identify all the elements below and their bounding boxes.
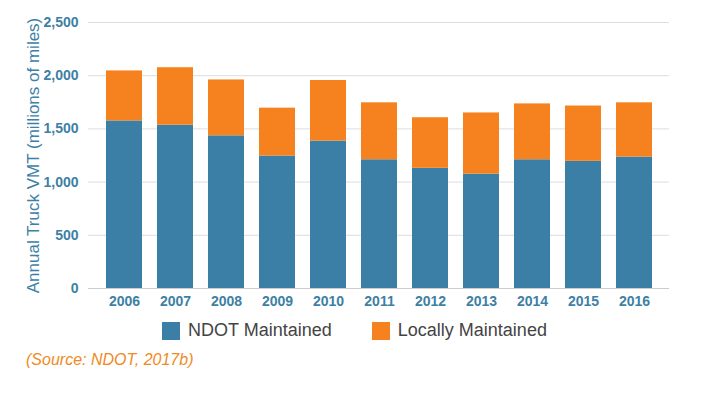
svg-text:Annual Truck VMT (millions of: Annual Truck VMT (millions of miles) (24, 18, 43, 294)
svg-text:0: 0 (71, 280, 79, 296)
svg-text:2,000: 2,000 (43, 67, 78, 83)
svg-text:2016: 2016 (619, 293, 650, 309)
svg-text:1,000: 1,000 (43, 174, 78, 190)
svg-text:500: 500 (55, 227, 79, 243)
svg-text:2006: 2006 (109, 293, 140, 309)
svg-text:2010: 2010 (313, 293, 344, 309)
svg-text:2013: 2013 (466, 293, 497, 309)
svg-text:2008: 2008 (211, 293, 242, 309)
svg-text:1,500: 1,500 (43, 120, 78, 136)
html-text:NDOT Maintained: NDOT Maintained (188, 320, 332, 340)
svg-text:2,500: 2,500 (43, 14, 78, 30)
html-text:Locally Maintained: Locally Maintained (397, 320, 547, 340)
svg-text:2009: 2009 (262, 293, 293, 309)
svg-text:2007: 2007 (160, 293, 191, 309)
svg-text:2015: 2015 (568, 293, 599, 309)
svg-text:2014: 2014 (517, 293, 548, 309)
svg-text:2011: 2011 (364, 293, 395, 309)
svg-text:2012: 2012 (415, 293, 446, 309)
html-text:(Source: NDOT, 2017b): (Source: NDOT, 2017b) (26, 351, 194, 368)
